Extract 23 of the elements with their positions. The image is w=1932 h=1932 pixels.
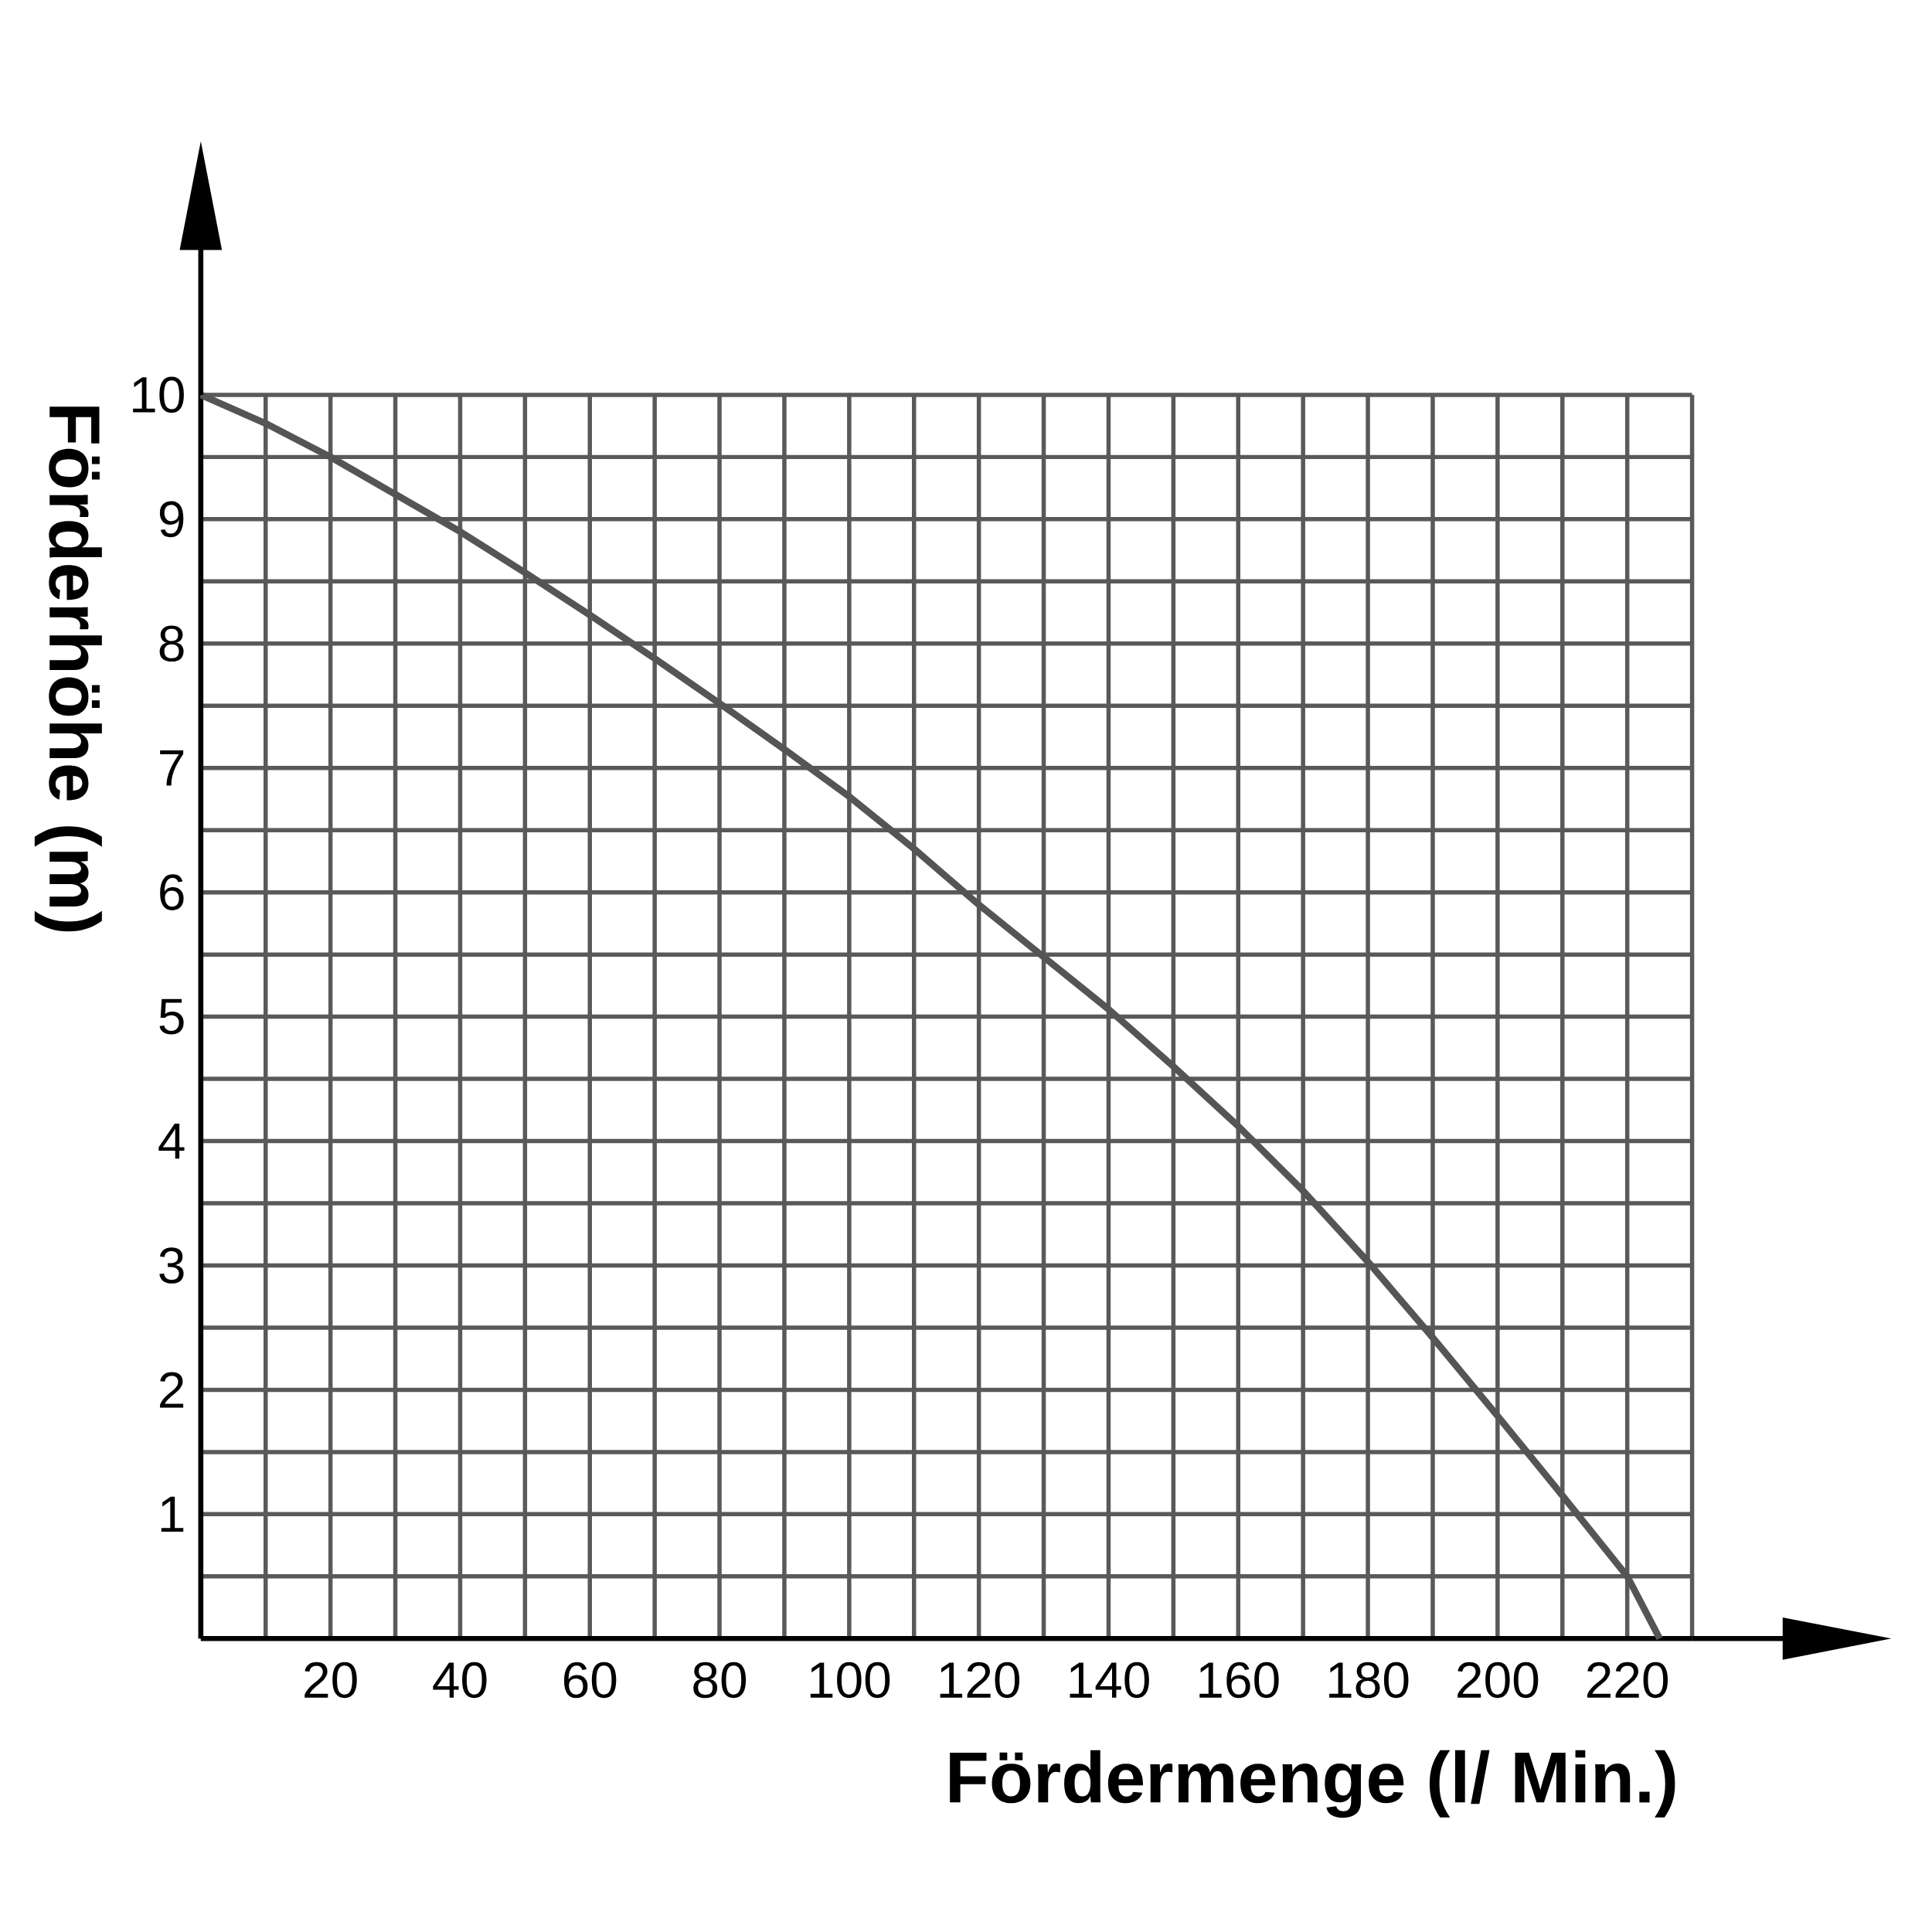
- y-tick-label: 8: [159, 625, 184, 662]
- y-tick-label: 3: [159, 1247, 184, 1284]
- x-tick-label: 140: [1070, 1662, 1149, 1699]
- y-tick-label: 9: [159, 501, 184, 538]
- y-axis-title: Förderhöhe (m): [34, 406, 102, 932]
- x-tick-label: 40: [433, 1662, 487, 1699]
- x-tick-label: 60: [563, 1662, 617, 1699]
- y-tick-label: 5: [159, 998, 184, 1035]
- y-tick-label: 10: [133, 376, 184, 413]
- y-tick-label: 6: [160, 874, 184, 910]
- x-tick-label: 160: [1199, 1662, 1279, 1699]
- x-tick-label: 200: [1458, 1662, 1539, 1699]
- x-tick-label: 180: [1329, 1662, 1409, 1699]
- x-tick-label: 80: [693, 1662, 747, 1699]
- y-tick-label: 1: [161, 1496, 184, 1532]
- x-tick-label: 220: [1587, 1662, 1668, 1699]
- x-tick-label: 100: [810, 1662, 890, 1699]
- x-tick-label: 120: [940, 1662, 1020, 1699]
- y-tick-label: 7: [160, 750, 184, 786]
- x-axis-title: Fördermenge (l/ Min.): [950, 1750, 1675, 1818]
- x-tick-label: 20: [304, 1662, 357, 1699]
- y-tick-label: 4: [158, 1123, 185, 1159]
- y-tick-label: 2: [160, 1372, 184, 1408]
